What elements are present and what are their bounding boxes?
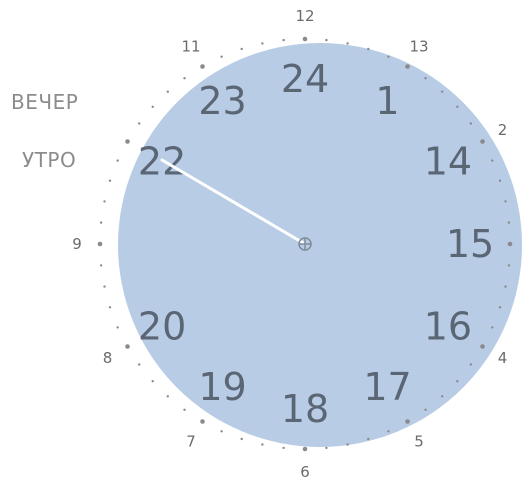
hour-tick	[302, 446, 308, 452]
minute-tick	[103, 285, 106, 288]
inner-hour-16[interactable]: 16	[424, 305, 472, 349]
minute-tick	[220, 55, 223, 58]
minute-tick	[116, 326, 119, 329]
inner-hour-14[interactable]: 14	[424, 140, 472, 184]
minute-tick	[325, 38, 328, 42]
evening-button[interactable]: ВЕЧЕР	[11, 90, 79, 114]
inner-hour-20[interactable]: 20	[138, 305, 186, 349]
inner-hour-1[interactable]: 1	[375, 79, 399, 123]
minute-tick	[456, 380, 459, 383]
hour-tick	[97, 241, 103, 247]
minute-tick	[491, 326, 494, 329]
minute-tick	[116, 159, 119, 162]
clock-hand[interactable]	[160, 158, 307, 246]
minute-tick	[240, 47, 243, 51]
hour-tick	[200, 419, 205, 424]
minute-tick	[103, 200, 106, 203]
minute-tick	[469, 122, 472, 125]
minute-tick	[498, 306, 502, 309]
outer-hour-6[interactable]: 6	[300, 463, 310, 481]
minute-tick	[507, 264, 511, 267]
minute-tick	[441, 90, 444, 93]
morning-button[interactable]: УТРО	[22, 148, 77, 172]
minute-tick	[367, 437, 370, 441]
minute-tick	[507, 221, 511, 224]
minute-tick	[424, 408, 427, 411]
inner-hour-23[interactable]: 23	[198, 79, 246, 123]
outer-hour-7[interactable]: 7	[186, 433, 196, 451]
minute-tick	[282, 446, 285, 450]
inner-hour-19[interactable]: 19	[198, 365, 246, 409]
minute-tick	[469, 363, 472, 366]
minute-tick	[240, 437, 243, 441]
minute-tick	[166, 395, 169, 398]
minute-tick	[367, 47, 370, 51]
minute-tick	[108, 179, 112, 182]
minute-tick	[151, 105, 154, 109]
minute-tick	[387, 430, 390, 433]
outer-hour-5[interactable]: 5	[414, 433, 424, 451]
minute-tick	[504, 200, 507, 203]
hour-tick	[480, 139, 485, 144]
minute-tick	[441, 395, 444, 398]
minute-tick	[282, 38, 285, 42]
minute-tick	[346, 443, 349, 446]
outer-hour-4[interactable]: 4	[498, 349, 508, 367]
outer-hour-9[interactable]: 9	[72, 235, 82, 253]
hour-tick	[507, 241, 513, 247]
hour-tick	[200, 64, 205, 69]
minute-tick	[456, 105, 459, 109]
minute-tick	[183, 77, 186, 80]
outer-hour-8[interactable]: 8	[103, 349, 113, 367]
hour-tick	[302, 36, 308, 42]
minute-tick	[261, 443, 264, 446]
minute-tick	[99, 221, 103, 224]
minute-tick	[325, 446, 328, 450]
inner-hour-24[interactable]: 24	[281, 57, 329, 101]
clock-face[interactable]	[118, 43, 522, 447]
minute-tick	[99, 264, 103, 267]
outer-hour-13[interactable]: 13	[409, 38, 428, 56]
hour-tick	[125, 139, 130, 144]
minute-tick	[166, 90, 169, 93]
outer-hour-labels: 12132345678911	[72, 7, 529, 481]
minute-tick	[261, 42, 264, 45]
inner-hour-18[interactable]: 18	[281, 387, 329, 431]
crosshair-pivot-icon	[298, 237, 312, 251]
minute-tick	[183, 408, 186, 411]
inner-hour-17[interactable]: 17	[363, 365, 411, 409]
outer-hour-12[interactable]: 12	[295, 7, 314, 25]
minute-tick	[491, 159, 494, 162]
minute-tick	[151, 380, 154, 383]
minute-tick	[220, 430, 223, 433]
minute-tick	[138, 363, 141, 366]
hour-tick	[125, 344, 130, 349]
hour-tick	[405, 419, 410, 424]
outer-hour-2[interactable]: 2	[498, 121, 508, 139]
minute-tick	[346, 42, 349, 45]
hour-tick	[405, 64, 410, 69]
minute-tick	[387, 55, 390, 58]
minute-tick	[498, 179, 502, 182]
minute-tick	[504, 285, 507, 288]
minute-tick	[108, 306, 112, 309]
hour-tick	[480, 344, 485, 349]
minute-tick	[138, 122, 141, 125]
inner-hour-15[interactable]: 15	[446, 222, 494, 266]
minute-ticks	[97, 36, 513, 452]
minute-tick	[424, 77, 427, 80]
outer-hour-11[interactable]: 11	[181, 38, 200, 56]
